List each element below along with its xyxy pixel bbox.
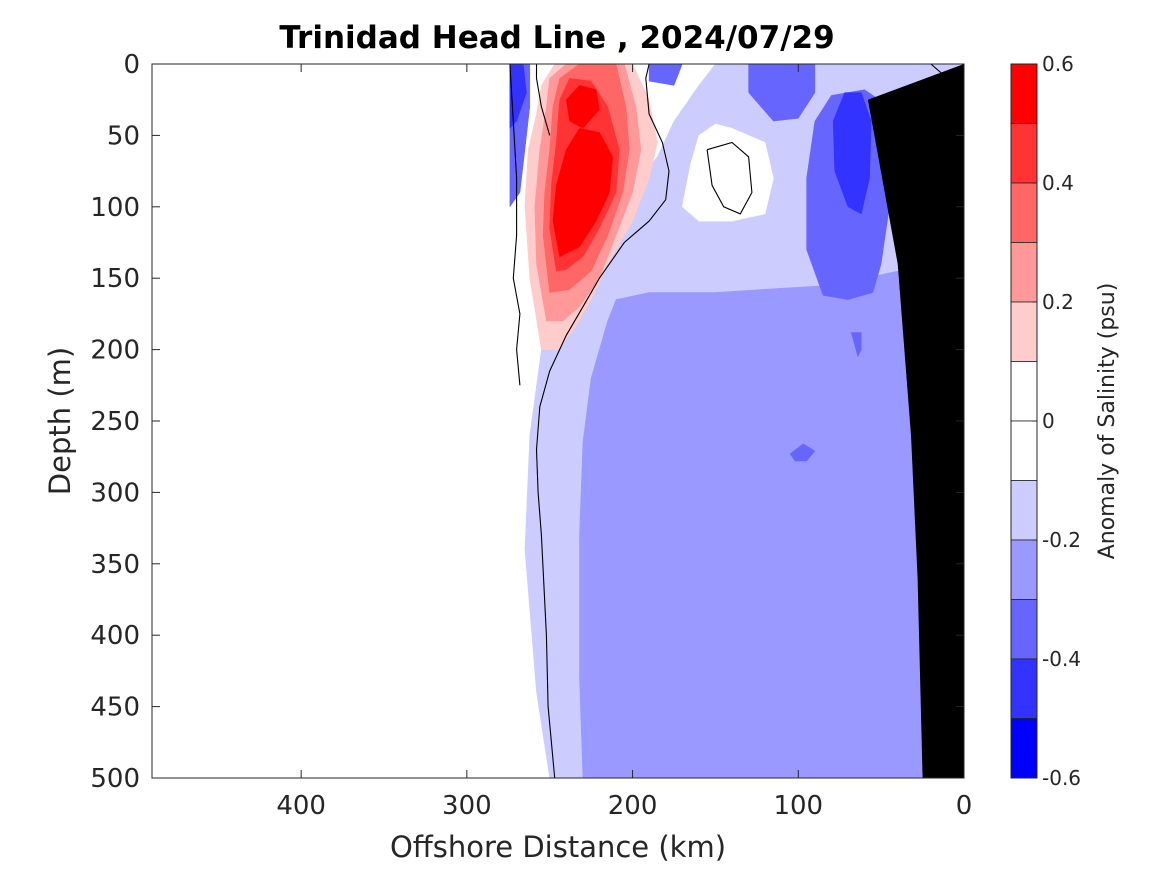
y-tick-label: 250 bbox=[90, 407, 140, 437]
shelf-mask bbox=[867, 64, 964, 778]
zero-contour-lines bbox=[509, 63, 945, 779]
y-tick-label: 450 bbox=[90, 693, 140, 723]
x-axis-label: Offshore Distance (km) bbox=[390, 830, 726, 864]
colorbar-level bbox=[1010, 480, 1038, 541]
colorbar: 0.6 0.4 0.2 0 -0.2 -0.4 -0.6 Anomaly of Salini… bbox=[1010, 52, 1120, 790]
y-tick-label: 500 bbox=[90, 764, 140, 794]
y-tick-label: 300 bbox=[90, 478, 140, 508]
colorbar-level bbox=[1010, 123, 1038, 184]
colorbar-level bbox=[1010, 718, 1038, 779]
colorbar-label: Anomaly of Salinity (psu) bbox=[1095, 283, 1120, 560]
zero-contour-main bbox=[535, 63, 670, 779]
region-very-strong-negative-core bbox=[832, 92, 872, 215]
x-tick-label: 0 bbox=[956, 791, 973, 821]
colorbar-tick-label: -0.2 bbox=[1042, 528, 1081, 552]
y-tick-label: 350 bbox=[90, 550, 140, 580]
colorbar-tick-label: 0.2 bbox=[1042, 290, 1074, 314]
colorbar-level bbox=[1010, 301, 1038, 362]
colorbar-level bbox=[1010, 599, 1038, 660]
colorbar-level bbox=[1010, 539, 1038, 600]
zero-contour-lens bbox=[706, 141, 753, 215]
region-strong-negative-spot-200m bbox=[850, 332, 862, 358]
region-positive-0.5-surface bbox=[566, 85, 600, 129]
plot-frame bbox=[151, 63, 965, 779]
y-tick-label: 50 bbox=[107, 121, 140, 151]
shelf-mask-polygon bbox=[867, 64, 964, 778]
colorbar-tick-label: -0.4 bbox=[1042, 647, 1081, 671]
colorbar-level bbox=[1010, 361, 1038, 422]
colorbar-tick-label: 0.6 bbox=[1042, 52, 1074, 76]
region-strong-negative-spot-270m bbox=[789, 443, 816, 462]
colorbar-ticks: 0.6 0.4 0.2 0 -0.2 -0.4 -0.6 bbox=[1032, 52, 1081, 790]
colorbar-level bbox=[1010, 242, 1038, 303]
y-axis-label: Depth (m) bbox=[43, 347, 77, 495]
x-tick-label: 200 bbox=[608, 791, 658, 821]
colorbar-tick-label: 0.4 bbox=[1042, 171, 1074, 195]
y-tick-label: 200 bbox=[90, 336, 140, 366]
region-white-lens bbox=[682, 123, 774, 222]
plot-area bbox=[151, 63, 965, 779]
y-tick-label: 100 bbox=[90, 193, 140, 223]
chart-title: Trinidad Head Line , 2024/07/29 bbox=[279, 20, 834, 56]
colorbar-tick-label: -0.6 bbox=[1042, 766, 1081, 790]
x-tick-label: 300 bbox=[442, 791, 492, 821]
x-tick-label: 400 bbox=[276, 791, 326, 821]
colorbar-tick-label: 0 bbox=[1042, 409, 1055, 433]
x-tick-label: 100 bbox=[773, 791, 823, 821]
region-positive-0.5 bbox=[552, 128, 613, 258]
colorbar-frame bbox=[1010, 63, 1038, 779]
x-tick-labels: 400 300 200 100 0 bbox=[276, 791, 972, 821]
colorbar-level bbox=[1010, 420, 1038, 481]
colorbar-level bbox=[1010, 63, 1038, 124]
y-tick-label: 150 bbox=[90, 264, 140, 294]
y-tick-labels: 0 50 100 150 200 250 300 350 400 450 500 bbox=[90, 50, 140, 794]
y-tick-label: 0 bbox=[123, 50, 140, 80]
zero-contour-inner bbox=[535, 64, 551, 136]
region-strong-negative-surface-200km bbox=[648, 63, 816, 122]
y-tick-label: 400 bbox=[90, 621, 140, 651]
contour-fills bbox=[509, 63, 965, 779]
colorbar-level bbox=[1010, 182, 1038, 243]
colorbar-level bbox=[1010, 658, 1038, 719]
zero-contour-west bbox=[509, 63, 521, 386]
